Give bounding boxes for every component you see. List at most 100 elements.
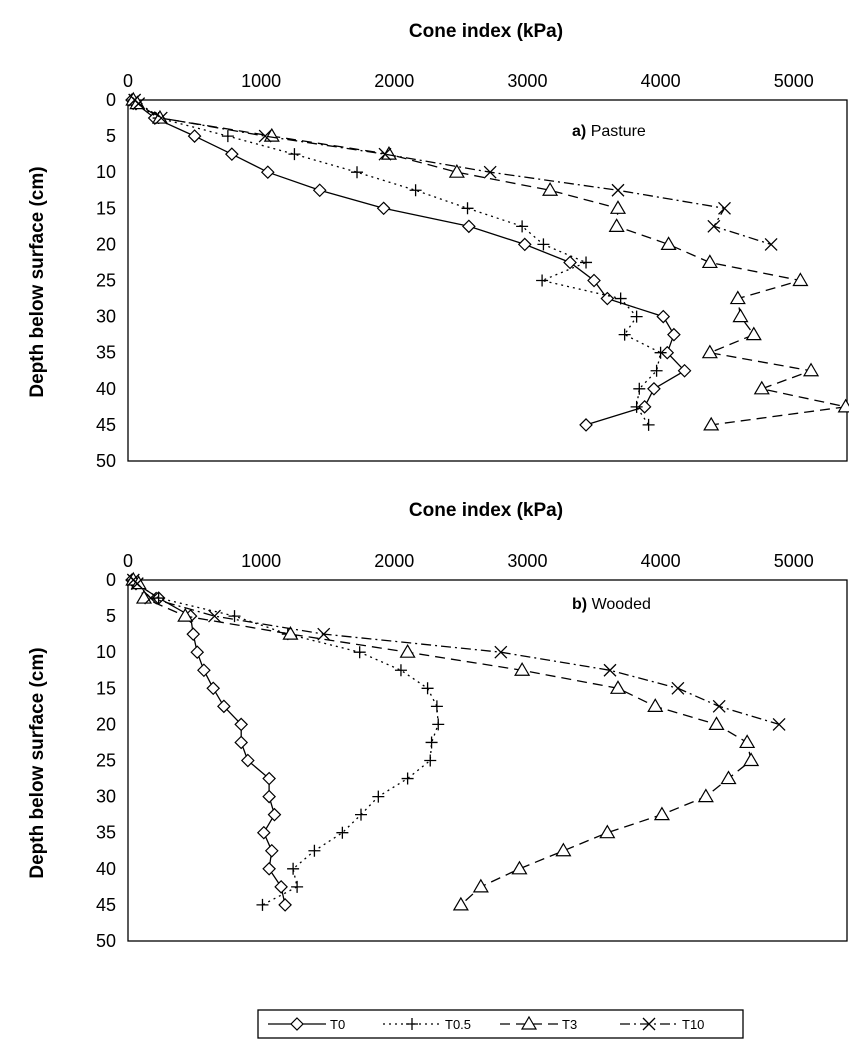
data-point-T3 [647, 698, 664, 712]
x-axis-title-b: Cone index (kPa) [409, 500, 563, 521]
series-line-T10 [132, 579, 780, 726]
data-point-T0-5 [425, 736, 438, 749]
data-point-T10 [764, 237, 778, 251]
data-point-T0 [667, 327, 681, 342]
data-point-T0 [462, 219, 476, 234]
data-point-T0-5 [430, 700, 443, 713]
x-tick-label: 0 [123, 551, 133, 571]
data-point-T0-5 [228, 610, 241, 623]
y-tick-label: 20 [96, 714, 116, 734]
data-point-T10 [258, 129, 272, 143]
data-point-T3 [753, 380, 770, 395]
data-point-T0 [376, 201, 391, 216]
data-point-T0 [234, 717, 249, 732]
data-point-T0-5 [633, 382, 646, 395]
plot-frame-b [127, 579, 848, 942]
data-point-T0-5 [421, 682, 434, 695]
y-tick-label: 15 [96, 198, 116, 218]
y-tick-label: 0 [106, 570, 116, 590]
data-point-T3 [555, 842, 572, 857]
data-point-T0-5 [537, 238, 550, 251]
data-point-T0 [260, 165, 275, 180]
data-point-T3 [282, 625, 299, 640]
data-point-T0-5 [650, 364, 663, 377]
data-point-T3 [701, 344, 718, 359]
data-point-T0-5 [630, 400, 643, 413]
data-point-T3 [739, 734, 756, 749]
data-point-T0-5 [256, 898, 269, 911]
data-point-T0 [186, 627, 201, 641]
data-point-T3 [135, 589, 153, 604]
data-point-T0-5 [152, 592, 165, 605]
data-point-T0 [660, 345, 675, 360]
data-point-T0 [637, 400, 652, 414]
data-point-T0 [264, 843, 279, 858]
legend-label-T3: T3 [562, 1017, 577, 1032]
data-point-T0 [647, 381, 661, 396]
series-line-T0-5 [132, 99, 662, 426]
data-point-T0-5 [288, 148, 301, 161]
x-tick-labels-a: 0 1000 2000 3000 4000 5000 [123, 71, 814, 91]
data-point-T0-5 [516, 220, 529, 233]
y-axis-title-a: Depth below surface (cm) [27, 166, 48, 397]
data-point-T0-5 [372, 790, 385, 803]
data-point-T10 [707, 219, 721, 233]
y-tick-label: 35 [96, 823, 116, 843]
data-point-T3 [732, 308, 749, 323]
legend-label-T10: T10 [682, 1017, 704, 1032]
x-tick-label: 2000 [374, 551, 414, 571]
data-point-T0 [267, 807, 282, 822]
data-point-T10 [144, 591, 158, 605]
y-tick-label: 5 [106, 606, 116, 626]
data-point-T0 [187, 129, 202, 143]
data-point-T0-5 [291, 880, 304, 893]
x-tick-label: 1000 [241, 551, 281, 571]
data-point-T3 [743, 752, 760, 767]
x-tick-label: 3000 [507, 551, 547, 571]
legend-marker-T10 [642, 1017, 656, 1031]
data-point-T3 [609, 200, 627, 214]
legend-marker-T0 [290, 1017, 304, 1031]
y-tick-label: 45 [96, 895, 116, 915]
data-point-T0-5 [308, 844, 321, 857]
y-tick-label: 10 [96, 642, 116, 662]
legend-marker-T3 [520, 1015, 538, 1030]
data-point-T10 [494, 645, 508, 659]
legend: T0 T0.5 T3 T10 [257, 1009, 744, 1039]
data-point-T0 [563, 255, 577, 270]
data-point-T10 [130, 577, 144, 591]
data-point-T0 [217, 699, 231, 714]
data-point-T0 [587, 273, 601, 288]
data-point-T10 [772, 717, 786, 731]
data-point-T0-5 [536, 274, 549, 287]
data-point-T3 [448, 164, 465, 178]
data-point-T10 [671, 681, 685, 695]
data-point-T10 [603, 663, 617, 677]
data-point-T0 [262, 861, 276, 876]
data-point-T10 [208, 609, 222, 623]
y-tick-label: 45 [96, 415, 116, 435]
y-tick-label: 50 [96, 931, 116, 951]
data-point-T0 [677, 363, 692, 378]
data-point-T0 [579, 418, 593, 432]
series-line-T3 [132, 99, 846, 426]
x-tick-label: 2000 [374, 71, 414, 91]
data-point-T0-5 [618, 328, 631, 341]
data-point-T0 [240, 753, 255, 768]
data-point-T0-5 [353, 646, 366, 659]
panel-label-a: a) Pasture [572, 123, 646, 140]
data-point-T3 [708, 716, 725, 731]
data-point-T10 [378, 147, 392, 161]
y-tick-label: 50 [96, 451, 116, 471]
x-tick-label: 3000 [507, 71, 547, 91]
data-point-T0 [656, 309, 671, 324]
data-point-T0-5 [461, 202, 474, 215]
data-point-T0-5 [424, 754, 437, 767]
data-point-T0 [256, 825, 271, 840]
data-point-T0-5 [614, 292, 627, 305]
data-point-T0 [190, 645, 205, 660]
y-axis-title-b: Depth below surface (cm) [27, 647, 48, 878]
data-point-T0-5 [409, 184, 422, 197]
data-point-T3 [452, 896, 469, 911]
